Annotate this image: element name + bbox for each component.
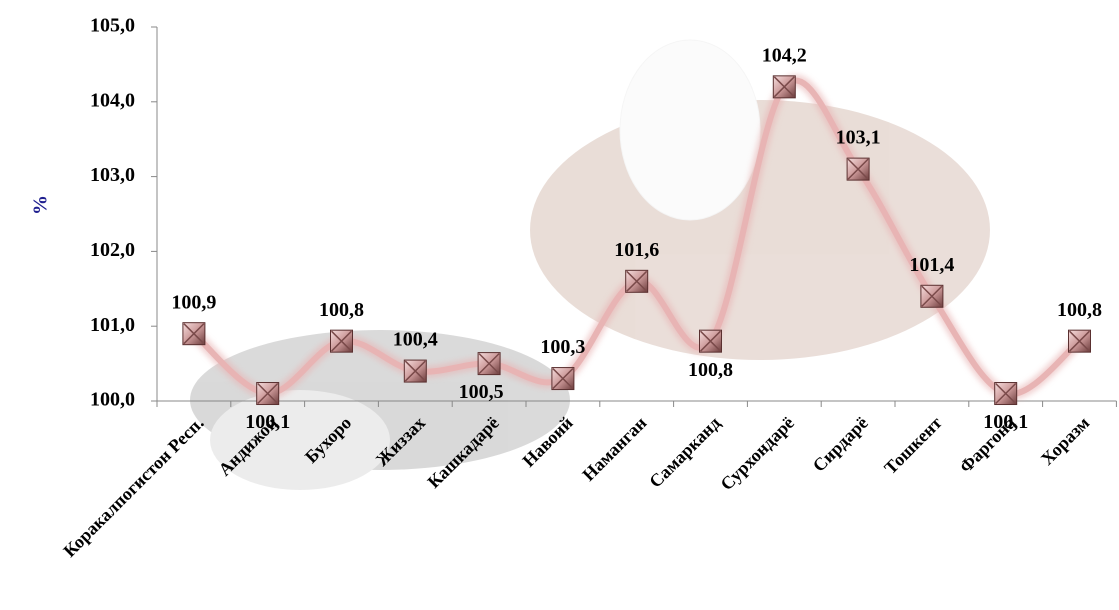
x-tick-label: Сирдарё [809,413,872,476]
x-tick-label: Сурхондарё [716,413,798,495]
marker-x [552,368,574,390]
marker [182,322,206,346]
marker [1068,329,1091,353]
marker-x [404,360,426,382]
data-label: 101,6 [614,239,659,261]
data-label: 100,5 [459,381,504,403]
marker [920,284,944,308]
data-label: 100,3 [540,336,585,358]
marker [625,269,649,293]
data-label: 100,4 [393,329,438,351]
x-tick-label: Тошкент [880,413,946,479]
data-label: 100,1 [983,411,1028,433]
data-label: 101,4 [909,254,954,276]
x-tick-label: Хоразм [1037,413,1093,469]
marker [256,382,280,406]
y-tick-label: 101,0 [90,314,135,336]
marker [477,352,501,376]
y-tick-label: 100,0 [90,389,135,411]
y-tick-label: 105,0 [90,15,135,37]
marker-x [699,330,722,352]
marker-x [626,270,648,292]
marker [846,157,870,181]
data-label: 100,1 [245,411,290,433]
data-label: 103,1 [836,127,881,149]
x-tick-label: Наманган [578,413,650,485]
y-axis-label: % [30,195,52,215]
x-tick-label: Коракалпогистон Респ. [59,413,207,561]
marker-x [478,353,500,375]
data-label: 104,2 [762,44,807,66]
y-tick-label: 103,0 [90,164,135,186]
marker-x [330,330,353,352]
marker [699,329,722,353]
data-label: 100,8 [319,299,364,321]
marker [551,367,575,391]
marker-x [257,382,279,405]
marker [403,359,427,383]
marker [772,75,796,99]
marker-x [847,158,869,180]
data-label: 100,8 [688,359,733,381]
marker-x [1068,330,1091,352]
data-label: 100,9 [171,291,216,313]
marker [994,382,1018,406]
y-tick-label: 104,0 [90,89,135,111]
background-picture [190,39,990,490]
marker-x [183,323,205,345]
y-tick-label: 102,0 [90,239,135,261]
marker [330,329,353,353]
marker-x [773,76,795,98]
data-label: 100,8 [1057,299,1102,321]
marker-x [995,382,1017,405]
marker-x [921,285,943,307]
x-tick-label: Самарканд [645,413,724,492]
